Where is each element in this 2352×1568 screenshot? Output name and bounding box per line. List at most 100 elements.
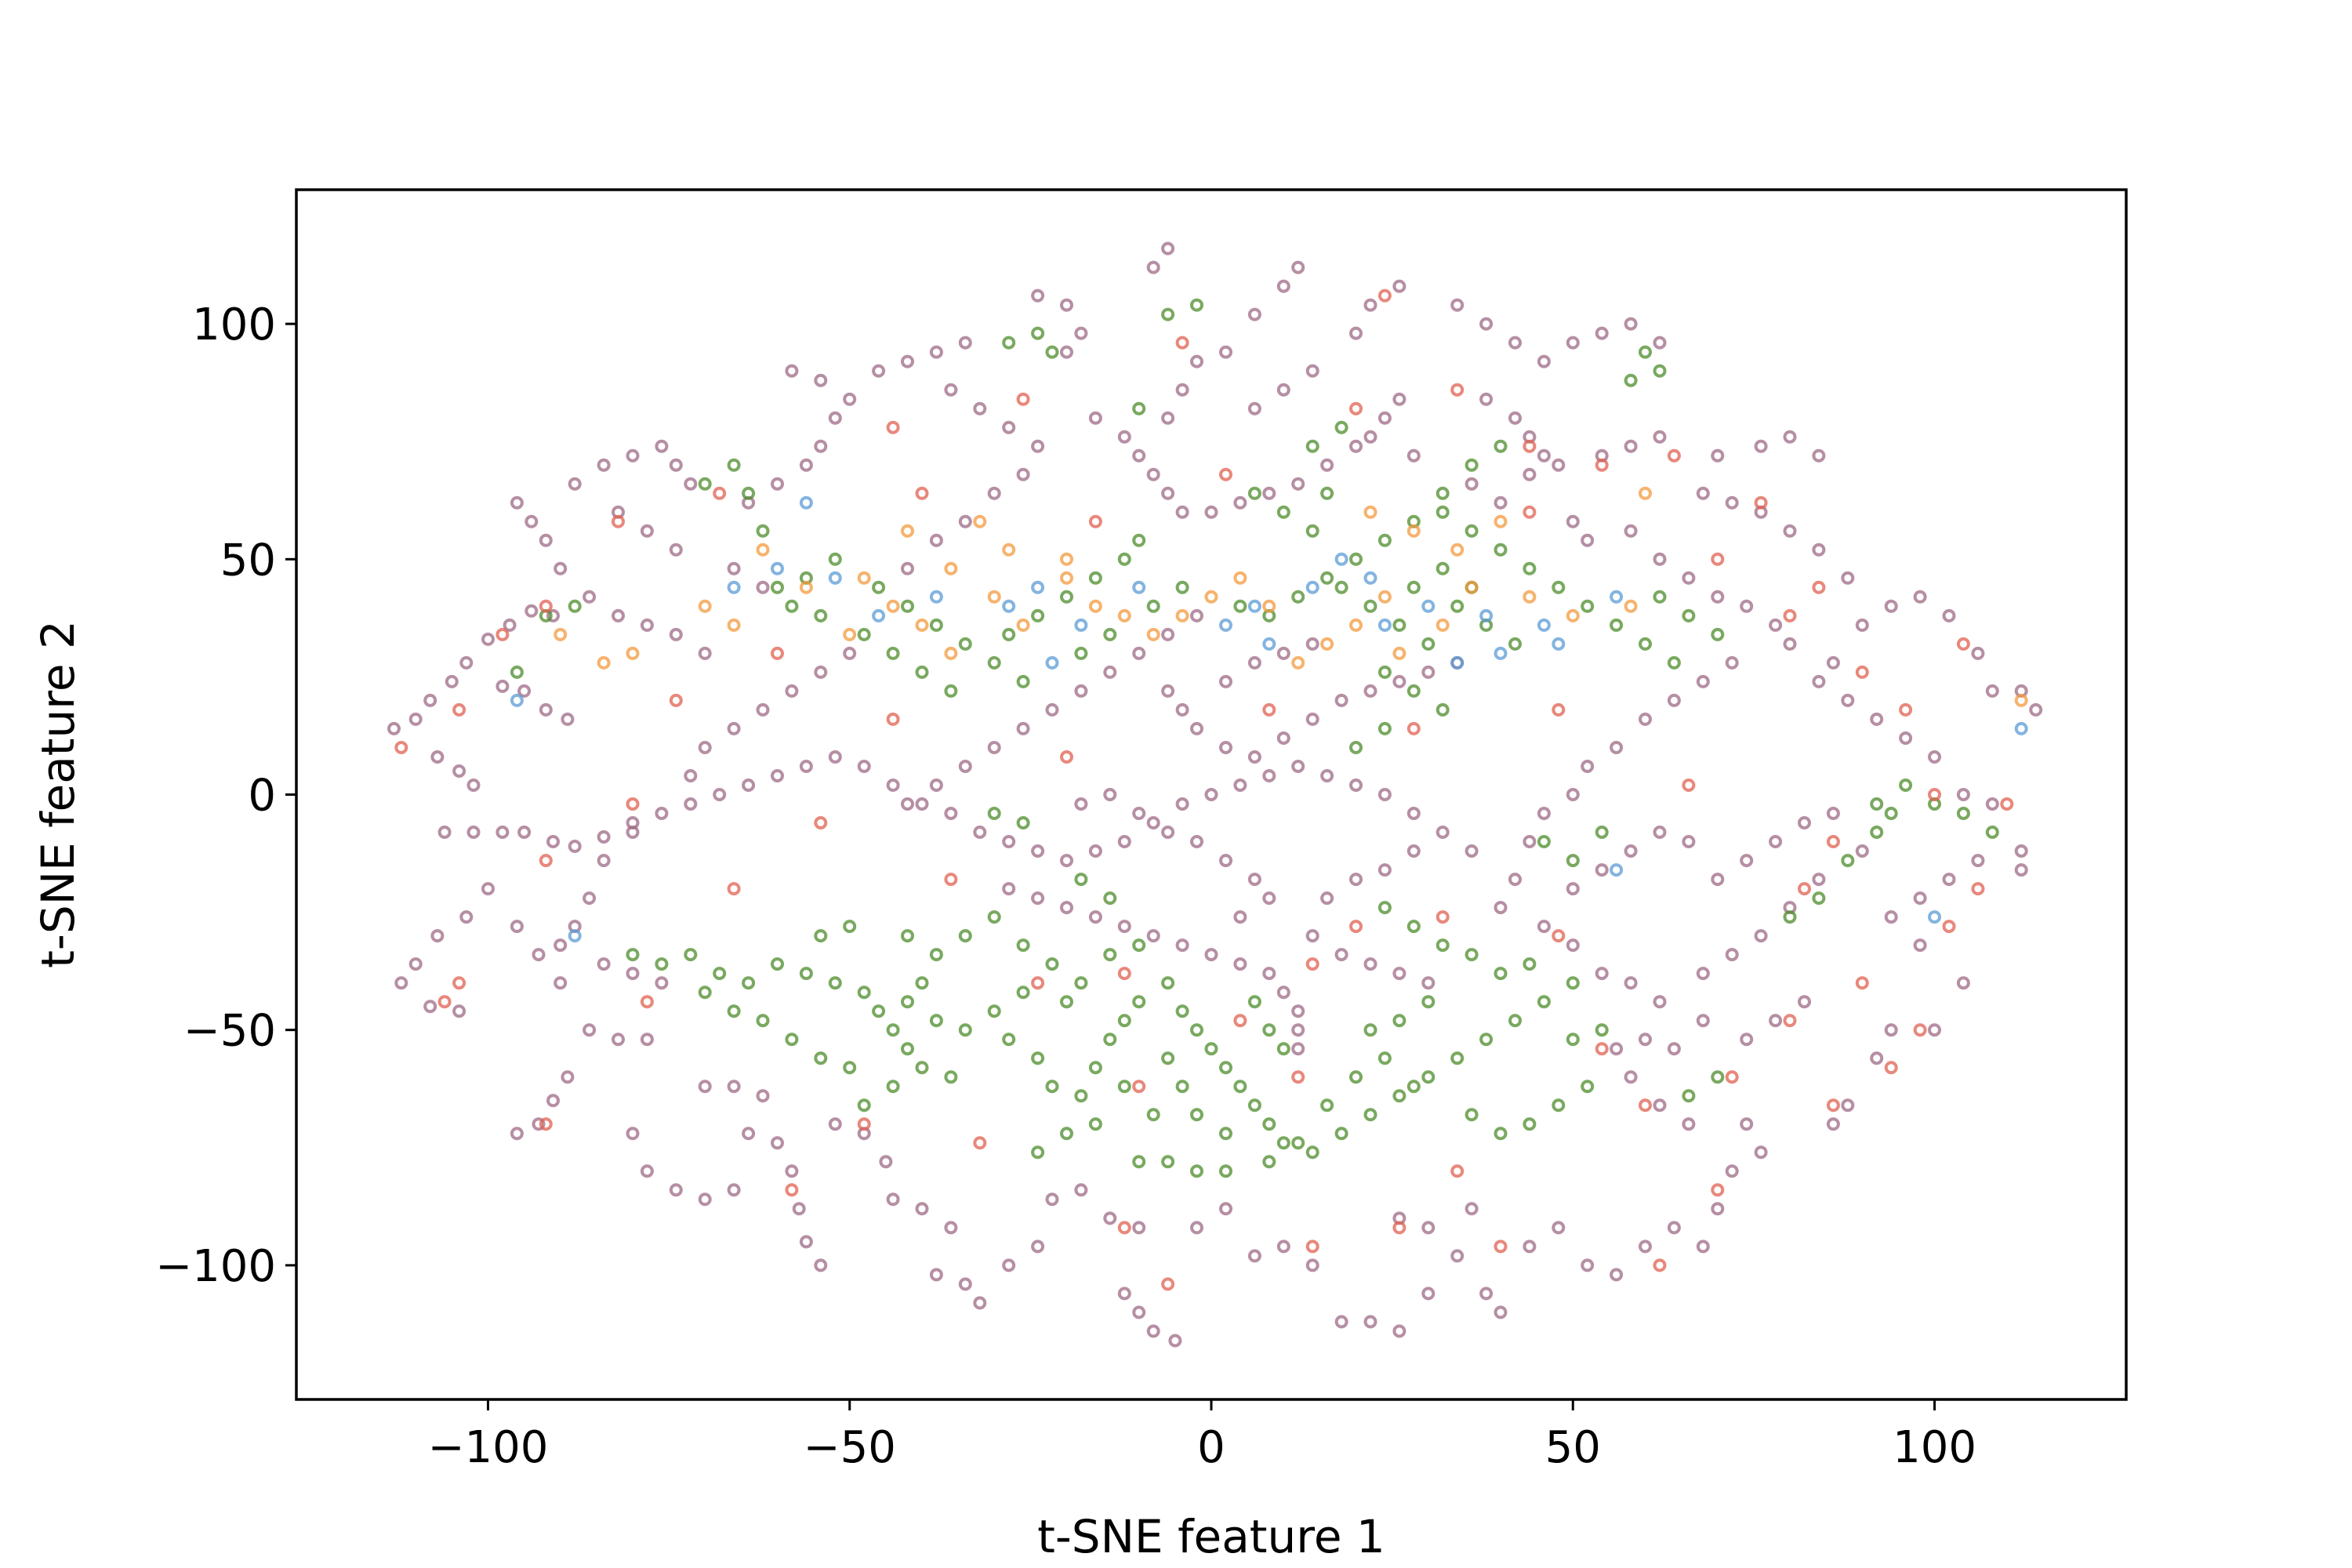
scatter-point-mauve [1496, 902, 1506, 913]
scatter-point-mauve [772, 771, 782, 781]
scatter-point-green [1452, 1053, 1462, 1063]
scatter-point-mauve [989, 742, 1000, 753]
scatter-point-mauve [1235, 780, 1245, 790]
scatter-point-green [830, 554, 840, 564]
scatter-point-green [1394, 1015, 1404, 1025]
scatter-point-mauve [1091, 846, 1101, 856]
scatter-point-mauve [1669, 1044, 1679, 1054]
scatter-point-blue [1221, 620, 1231, 630]
scatter-point-green [1597, 827, 1607, 837]
scatter-point-mauve [946, 1222, 956, 1232]
scatter-point-mauve [772, 1138, 782, 1148]
scatter-point-orange [1467, 583, 1477, 593]
scatter-point-mauve [584, 893, 594, 903]
scatter-point-mauve [801, 1236, 811, 1247]
scatter-point-green [1409, 1081, 1419, 1091]
scatter-point-green [1047, 959, 1058, 969]
scatter-point-orange [1640, 488, 1650, 499]
scatter-point-green [1337, 423, 1347, 433]
scatter-point-green [1105, 1034, 1115, 1044]
scatter-point-mauve [1192, 724, 1202, 734]
scatter-point-blue [1308, 583, 1318, 593]
scatter-point-green [1004, 338, 1014, 348]
scatter-point-mauve [1813, 677, 1824, 687]
scatter-point-mauve [685, 799, 695, 809]
scatter-point-red [613, 517, 623, 527]
scatter-point-red [1553, 931, 1563, 941]
scatter-point-green [656, 959, 666, 969]
scatter-point-mauve [1394, 394, 1404, 405]
scatter-point-green [1640, 347, 1650, 358]
scatter-point-green [1394, 620, 1404, 630]
scatter-point-mauve [512, 1128, 522, 1138]
scatter-point-mauve [1756, 441, 1766, 452]
scatter-point-mauve [656, 978, 666, 988]
scatter-point-green [1582, 1081, 1592, 1091]
scatter-point-green [1322, 1100, 1332, 1110]
scatter-point-green [1640, 639, 1650, 649]
scatter-point-mauve [512, 498, 522, 508]
scatter-point-green [1134, 996, 1144, 1007]
scatter-point-green [1134, 404, 1144, 414]
scatter-point-red [1134, 1081, 1144, 1091]
scatter-point-green [1062, 1128, 1072, 1138]
scatter-point-mauve [1597, 968, 1607, 978]
scatter-point-mauve [1553, 1222, 1563, 1232]
scatter-point-mauve [1669, 1222, 1679, 1232]
scatter-point-mauve [1004, 423, 1014, 433]
scatter-point-green [512, 667, 522, 677]
scatter-point-mauve [1886, 1025, 1896, 1035]
scatter-point-green [1496, 545, 1506, 555]
scatter-point-mauve [1423, 978, 1433, 988]
scatter-point-mauve [729, 724, 739, 734]
scatter-point-mauve [1987, 799, 1998, 809]
scatter-point-mauve [1539, 357, 1549, 367]
scatter-point-green [1813, 893, 1824, 903]
scatter-point-green [1452, 601, 1462, 612]
scatter-point-mauve [1524, 1241, 1534, 1251]
scatter-point-green [902, 996, 913, 1007]
scatter-point-mauve [1452, 300, 1462, 310]
scatter-point-mauve [628, 451, 638, 461]
scatter-point-mauve [801, 761, 811, 771]
scatter-point-green [1582, 601, 1592, 612]
scatter-point-orange [1568, 611, 1578, 621]
scatter-point-mauve [505, 620, 515, 630]
scatter-point-blue [729, 583, 739, 593]
scatter-point-orange [946, 648, 956, 659]
scatter-point-green [1076, 648, 1086, 659]
scatter-point-red [1799, 884, 1809, 894]
scatter-point-orange [1380, 592, 1390, 602]
scatter-point-red [1235, 1015, 1245, 1025]
scatter-point-mauve [1640, 714, 1650, 724]
scatter-point-green [1380, 724, 1390, 734]
scatter-point-green [1192, 1166, 1202, 1176]
scatter-point-green [1467, 460, 1477, 470]
scatter-point-mauve [743, 780, 753, 790]
scatter-point-blue [1004, 601, 1014, 612]
scatter-point-mauve [1756, 931, 1766, 941]
scatter-point-red [1756, 498, 1766, 508]
scatter-point-mauve [815, 667, 826, 677]
scatter-point-mauve [946, 385, 956, 395]
scatter-point-red [1394, 1222, 1404, 1232]
scatter-point-green [1438, 564, 1448, 574]
scatter-point-green [1178, 1081, 1188, 1091]
scatter-point-green [772, 959, 782, 969]
scatter-point-mauve [1626, 319, 1636, 329]
scatter-point-mauve [917, 1203, 927, 1214]
scatter-point-green [989, 912, 1000, 922]
scatter-point-green [844, 1062, 855, 1073]
scatter-point-orange [1524, 592, 1534, 602]
scatter-point-mauve [548, 1095, 558, 1105]
scatter-point-green [1351, 554, 1361, 564]
scatter-point-mauve [1134, 648, 1144, 659]
scatter-point-red [1712, 554, 1722, 564]
scatter-point-mauve [1192, 1222, 1202, 1232]
scatter-point-mauve [1626, 526, 1636, 536]
scatter-point-mauve [1279, 987, 1289, 997]
scatter-point-blue [1929, 912, 1940, 922]
scatter-point-mauve [1539, 921, 1549, 931]
scatter-point-green [1539, 837, 1549, 847]
scatter-point-green [1250, 996, 1260, 1007]
